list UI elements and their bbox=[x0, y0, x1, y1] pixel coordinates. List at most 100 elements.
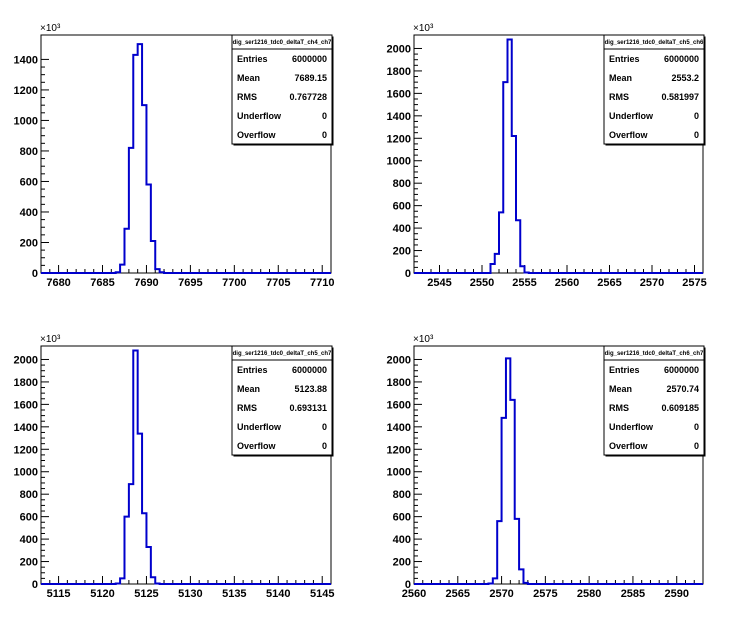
stats-label: RMS bbox=[237, 92, 257, 102]
x-tick-label: 2545 bbox=[427, 277, 451, 289]
stats-value: 0.767728 bbox=[289, 92, 327, 102]
histogram-pad-2: 0 200 400 600 800 1000 1200 1400 1600 1800 2000×10… bbox=[387, 23, 707, 289]
stats-value: 0.693131 bbox=[289, 403, 327, 413]
stats-title: dig_ser1216_tdc0_deltaT_ch6_ch7 bbox=[605, 351, 704, 357]
histogram-bin bbox=[116, 583, 120, 584]
y-tick-label: 800 bbox=[393, 489, 411, 501]
x-tick-label: 7705 bbox=[266, 277, 290, 289]
x-tick-label: 7680 bbox=[46, 277, 70, 289]
x-tick-label: 7710 bbox=[310, 277, 334, 289]
y-tick-label: 1400 bbox=[14, 422, 38, 434]
histogram-line bbox=[41, 349, 331, 585]
x-tick-label: 7700 bbox=[222, 277, 246, 289]
stats-value: 0 bbox=[694, 441, 699, 451]
histogram-bin bbox=[155, 583, 159, 584]
y-tick-label: 1400 bbox=[14, 54, 38, 66]
y-tick-label: 1000 bbox=[387, 156, 411, 168]
x-tick-label: 7695 bbox=[178, 277, 202, 289]
y-tick-label: 400 bbox=[20, 207, 38, 219]
y-tick-label: 1000 bbox=[14, 467, 38, 479]
histogram-bin bbox=[142, 513, 146, 584]
histogram-bin bbox=[506, 358, 510, 584]
stats-box bbox=[231, 34, 333, 145]
stats-label: Entries bbox=[609, 54, 640, 64]
stats-label: Entries bbox=[609, 365, 640, 375]
y-tick-label: 600 bbox=[393, 512, 411, 524]
histogram-bin bbox=[151, 241, 155, 273]
y-tick-label: 1400 bbox=[387, 422, 411, 434]
histogram-bin bbox=[124, 517, 128, 584]
histogram-bin bbox=[160, 272, 164, 273]
x-tick-label: 2575 bbox=[682, 277, 706, 289]
x-tick-label: 5125 bbox=[134, 588, 158, 600]
y-tick-label: 1400 bbox=[387, 111, 411, 123]
stats-label: Entries bbox=[237, 54, 268, 64]
x-tick-label: 2565 bbox=[446, 588, 470, 600]
y-tick-label: 1800 bbox=[14, 377, 38, 389]
y-tick-label: 2000 bbox=[14, 354, 38, 366]
x-tick-label: 2550 bbox=[470, 277, 494, 289]
stats-value: 0 bbox=[322, 130, 327, 140]
y-tick-label: 800 bbox=[393, 178, 411, 190]
y-tick-label: 1200 bbox=[14, 85, 38, 97]
x-tick-label: 5130 bbox=[178, 588, 202, 600]
x-tick-label: 5145 bbox=[310, 588, 334, 600]
histogram-bin bbox=[520, 266, 524, 273]
histogram-bin bbox=[133, 55, 137, 273]
histogram-bin bbox=[151, 577, 155, 584]
stats-label: Overflow bbox=[609, 441, 649, 451]
y-tick-label: 200 bbox=[20, 557, 38, 569]
stats-value: 6000000 bbox=[292, 365, 327, 375]
y-tick-label: 1800 bbox=[387, 377, 411, 389]
histogram-pad-3: 0 200 400 600 800 1000 1200 1400 1600 1800 2000×10… bbox=[14, 334, 335, 600]
y-exponent-label: ×10³ bbox=[413, 23, 434, 34]
x-tick-label: 2560 bbox=[402, 588, 426, 600]
histogram-pad-4: 0 200 400 600 800 1000 1200 1400 1600 1800 2000×10… bbox=[387, 334, 706, 600]
stats-value: 0.581997 bbox=[661, 92, 699, 102]
stats-title: dig_ser1216_tdc0_deltaT_ch5_ch6 bbox=[605, 40, 704, 46]
stats-label: RMS bbox=[609, 403, 629, 413]
y-tick-label: 800 bbox=[20, 146, 38, 158]
x-tick-label: 2585 bbox=[621, 588, 645, 600]
stats-box bbox=[231, 345, 333, 456]
histogram-bin bbox=[129, 148, 133, 273]
histogram-bin bbox=[142, 105, 146, 273]
y-tick-label: 400 bbox=[20, 534, 38, 546]
y-tick-label: 1600 bbox=[387, 88, 411, 100]
histogram-bin bbox=[146, 547, 150, 584]
histogram-line bbox=[41, 43, 331, 274]
histogram-bin bbox=[120, 578, 124, 584]
histogram-bin bbox=[515, 519, 519, 584]
histogram-bin bbox=[488, 583, 492, 584]
y-tick-label: 1000 bbox=[14, 115, 38, 127]
y-tick-label: 2000 bbox=[387, 43, 411, 55]
stats-label: Mean bbox=[237, 384, 260, 394]
stats-label: Overflow bbox=[237, 441, 277, 451]
y-tick-label: 200 bbox=[20, 237, 38, 249]
stats-value: 6000000 bbox=[664, 54, 699, 64]
x-tick-label: 2580 bbox=[577, 588, 601, 600]
y-tick-label: 400 bbox=[393, 223, 411, 235]
stats-value: 0 bbox=[322, 111, 327, 121]
stats-value: 0.609185 bbox=[661, 403, 699, 413]
histogram-bin bbox=[138, 434, 142, 584]
stats-box bbox=[603, 345, 705, 456]
stats-title: dig_ser1216_tdc0_deltaT_ch4_ch7 bbox=[233, 40, 332, 46]
stats-label: Mean bbox=[237, 73, 260, 83]
x-tick-label: 2565 bbox=[597, 277, 621, 289]
stats-label: Underflow bbox=[609, 422, 654, 432]
x-tick-label: 5120 bbox=[90, 588, 114, 600]
stats-box bbox=[603, 34, 705, 145]
y-tick-label: 1600 bbox=[387, 399, 411, 411]
histogram-bin bbox=[155, 269, 159, 273]
y-tick-label: 2000 bbox=[387, 354, 411, 366]
y-tick-label: 200 bbox=[393, 557, 411, 569]
x-tick-label: 5135 bbox=[222, 588, 246, 600]
x-tick-label: 2570 bbox=[489, 588, 513, 600]
x-tick-label: 2575 bbox=[533, 588, 557, 600]
histogram-bin bbox=[133, 350, 137, 584]
y-tick-label: 1200 bbox=[14, 444, 38, 456]
x-tick-label: 5140 bbox=[266, 588, 290, 600]
stats-value: 7689.15 bbox=[294, 73, 327, 83]
